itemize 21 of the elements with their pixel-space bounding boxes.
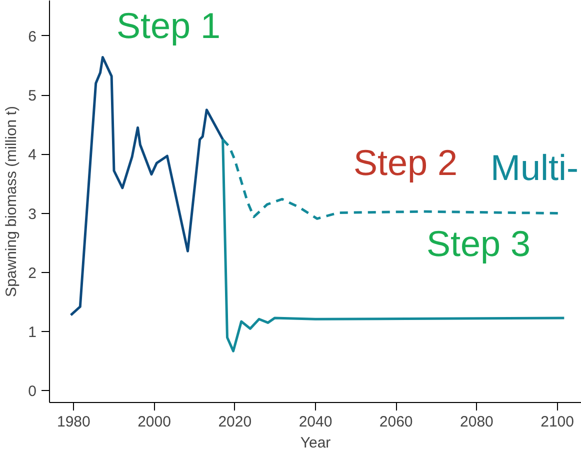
x-tick-label: 2080 xyxy=(460,414,494,430)
x-axis-title: Year xyxy=(300,434,331,452)
y-tick-label: 6 xyxy=(28,28,36,46)
y-tick-label: 1 xyxy=(28,324,36,342)
annotation: Step 1 xyxy=(116,5,221,46)
annotation: Step 2 xyxy=(353,142,458,183)
x-tick-label: 2100 xyxy=(540,414,574,430)
y-tick-label: 3 xyxy=(28,206,36,223)
line-series xyxy=(70,56,224,316)
y-tick-label: 0 xyxy=(28,383,36,400)
x-tick-label: 2020 xyxy=(218,414,252,430)
y-tick-label: 2 xyxy=(28,264,36,282)
annotation: Multi- xyxy=(490,147,578,188)
x-tick-label: 2060 xyxy=(379,414,413,430)
x-tick-label: 2040 xyxy=(298,414,332,430)
annotation: Step 3 xyxy=(426,223,531,264)
y-tick-label: 4 xyxy=(28,146,36,164)
y-axis-title: Spawning biomass (million t) xyxy=(3,106,20,297)
x-tick-label: 1980 xyxy=(56,414,90,430)
y-tick-label: 5 xyxy=(28,88,36,105)
x-tick-label: 2000 xyxy=(138,414,171,430)
